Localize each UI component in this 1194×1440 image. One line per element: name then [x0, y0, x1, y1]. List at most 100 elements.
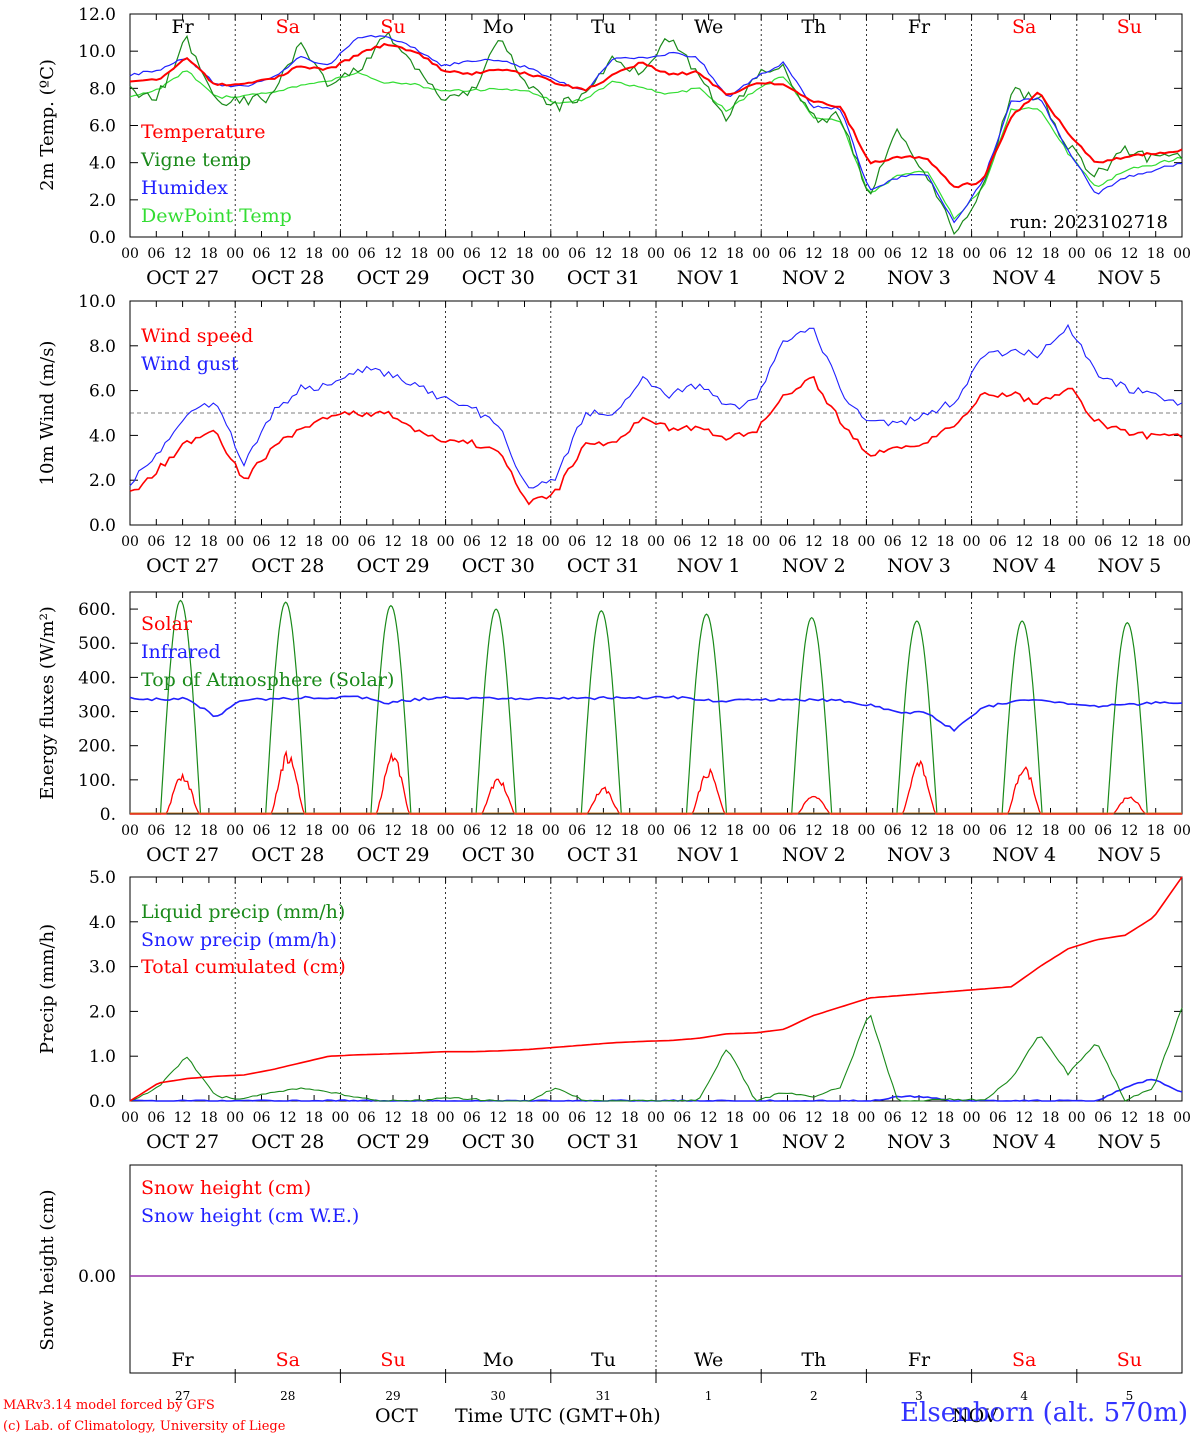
x-hour-label: 00 — [542, 246, 560, 262]
x-hour-label: 06 — [253, 246, 271, 262]
y-tick-label: 300. — [78, 703, 116, 723]
x-date-label: OCT 30 — [462, 555, 535, 577]
weekday-label-top: Tu — [591, 16, 616, 38]
x-hour-label: 06 — [989, 246, 1007, 262]
x-hour-label: 00 — [331, 1110, 349, 1126]
x-hour-label: 12 — [384, 246, 402, 262]
x-hour-label: 12 — [805, 823, 823, 839]
x-hour-label: 18 — [726, 1110, 744, 1126]
x-hour-label: 12 — [1015, 246, 1033, 262]
x-hour-label: 18 — [831, 1110, 849, 1126]
x-hour-label: 06 — [884, 823, 902, 839]
x-hour-label: 12 — [1120, 1110, 1138, 1126]
x-hour-label: 00 — [752, 534, 770, 550]
x-hour-label: 06 — [673, 823, 691, 839]
solar-day-8 — [866, 759, 972, 815]
x-hour-label: 18 — [936, 1110, 954, 1126]
line-total-cumulated — [129, 876, 1183, 1102]
x-hour-label: 18 — [305, 1110, 323, 1126]
y-tick-label: 0.00 — [78, 1267, 116, 1287]
x-date-label: OCT 29 — [356, 844, 429, 866]
x-hour-label: 00 — [1068, 1110, 1086, 1126]
x-hour-label: 00 — [1173, 246, 1191, 262]
x-hour-label: 00 — [752, 1110, 770, 1126]
x-hour-label: 18 — [831, 246, 849, 262]
bottom-day-number: 5 — [1126, 1389, 1134, 1403]
x-hour-label: 12 — [700, 534, 718, 550]
x-date-label: NOV 3 — [887, 1131, 951, 1153]
x-hour-label: 18 — [936, 246, 954, 262]
x-hour-label: 12 — [174, 1110, 192, 1126]
x-hour-label: 00 — [647, 246, 665, 262]
x-date-label: NOV 4 — [992, 555, 1056, 577]
x-hour-label: 12 — [594, 246, 612, 262]
x-hour-label: 00 — [1173, 534, 1191, 550]
toa-solar-day-6 — [656, 613, 762, 815]
toa-solar-day-3 — [340, 604, 446, 815]
x-hour-label: 18 — [305, 823, 323, 839]
x-hour-label: 06 — [568, 246, 586, 262]
weekday-label-top: We — [694, 16, 723, 38]
y-tick-label: 600. — [78, 600, 116, 620]
x-date-label: OCT 28 — [251, 1131, 324, 1153]
solar-day-2 — [235, 749, 341, 815]
weekday-label-top: Sa — [1012, 16, 1036, 38]
legend-entry: Humidex — [141, 177, 228, 199]
x-date-label: NOV 1 — [677, 844, 741, 866]
weekday-label-bottom: Sa — [1012, 1349, 1036, 1371]
x-date-label: NOV 5 — [1098, 267, 1162, 289]
x-date-label: OCT 30 — [462, 267, 535, 289]
x-hour-label: 18 — [200, 823, 218, 839]
toa-solar-day-9 — [971, 620, 1077, 815]
x-hour-label: 06 — [358, 246, 376, 262]
line-humidex — [129, 34, 1183, 224]
legend-entry: Vigne temp — [140, 149, 251, 171]
x-hour-label: 00 — [1068, 823, 1086, 839]
legend-entry: Infrared — [141, 641, 221, 663]
x-hour-label: 06 — [253, 823, 271, 839]
x-hour-label: 18 — [726, 246, 744, 262]
x-hour-label: 06 — [358, 823, 376, 839]
y-tick-label: 500. — [78, 634, 116, 654]
y-tick-label: 2.0 — [89, 471, 116, 491]
legend-entry: Total cumulated (cm) — [141, 956, 346, 978]
x-date-label: NOV 1 — [677, 1131, 741, 1153]
x-hour-label: 18 — [516, 246, 534, 262]
y-tick-label: 400. — [78, 668, 116, 688]
toa-solar-day-5 — [550, 610, 656, 815]
y-tick-label: 12.0 — [78, 5, 116, 25]
solar-day-9 — [971, 766, 1077, 815]
x-hour-label: 00 — [963, 823, 981, 839]
x-date-label: OCT 27 — [146, 1131, 219, 1153]
x-hour-label: 00 — [647, 1110, 665, 1126]
x-hour-label: 00 — [331, 246, 349, 262]
x-hour-label: 18 — [200, 1110, 218, 1126]
x-hour-label: 18 — [200, 534, 218, 550]
y-tick-label: 100. — [78, 771, 116, 791]
x-hour-label: 06 — [884, 534, 902, 550]
bottom-day-number: 27 — [175, 1389, 190, 1403]
x-hour-label: 06 — [779, 823, 797, 839]
x-date-label: NOV 5 — [1098, 1131, 1162, 1153]
x-hour-label: 06 — [253, 534, 271, 550]
line-vigne-temp — [129, 31, 1183, 236]
y-tick-label: 1.0 — [89, 1047, 116, 1067]
x-date-label: OCT 30 — [462, 1131, 535, 1153]
x-date-label: NOV 2 — [782, 844, 846, 866]
y-tick-label: 6.0 — [89, 117, 116, 137]
x-hour-label: 00 — [226, 246, 244, 262]
toa-solar-day-1 — [130, 599, 236, 815]
x-hour-label: 18 — [305, 246, 323, 262]
x-hour-label: 06 — [1094, 534, 1112, 550]
x-date-label: OCT 27 — [146, 555, 219, 577]
x-hour-label: 18 — [200, 246, 218, 262]
x-date-label: OCT 29 — [356, 267, 429, 289]
x-date-label: NOV 5 — [1098, 844, 1162, 866]
x-hour-label: 06 — [463, 246, 481, 262]
weekday-label-bottom: Fr — [171, 1349, 194, 1371]
y-tick-label: 2.0 — [89, 191, 116, 211]
bottom-month-right: NOV — [952, 1405, 998, 1427]
x-hour-label: 18 — [621, 534, 639, 550]
x-hour-label: 12 — [594, 534, 612, 550]
y-tick-label: 4.0 — [89, 154, 116, 174]
